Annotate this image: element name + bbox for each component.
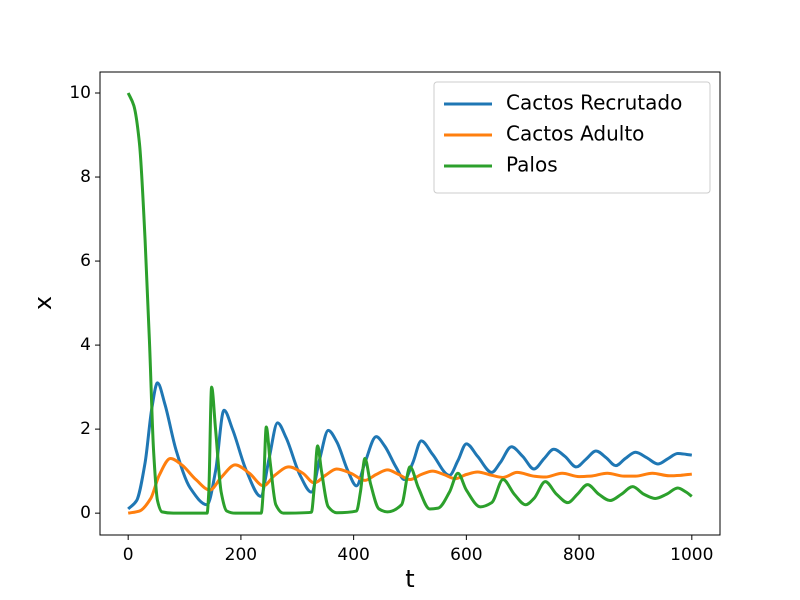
x-tick-label: 0 (123, 545, 134, 565)
y-tick-label: 6 (80, 251, 91, 271)
y-tick-label: 0 (80, 503, 91, 523)
x-tick-label: 600 (450, 545, 482, 565)
y-axis-label: x (29, 296, 57, 310)
y-tick-label: 8 (80, 167, 91, 187)
x-tick-label: 400 (337, 545, 369, 565)
legend-box (433, 81, 711, 194)
y-tick-label: 2 (80, 419, 91, 439)
legend-label: Cactos Adulto (506, 122, 644, 146)
legend-label: Palos (506, 153, 558, 177)
x-axis-label: t (405, 565, 414, 593)
y-tick-label: 4 (80, 335, 91, 355)
legend-label: Cactos Recrutado (506, 91, 682, 115)
series-line (127, 457, 692, 515)
x-tick-label: 200 (225, 545, 257, 565)
series-line (126, 92, 693, 515)
y-tick-label: 10 (69, 83, 91, 103)
x-tick-label: 1000 (670, 545, 713, 565)
plot-frame (99, 71, 721, 536)
x-tick-label: 800 (563, 545, 595, 565)
